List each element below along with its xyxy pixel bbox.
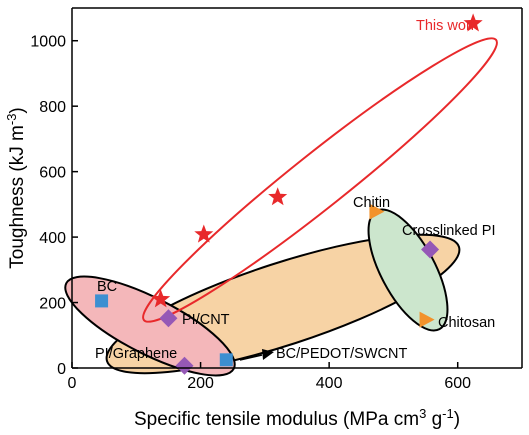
- y-tick-label: 400: [39, 230, 66, 247]
- y-tick-label: 0: [57, 361, 66, 378]
- data-point-this-work: [151, 289, 171, 308]
- data-point-this-work: [463, 13, 483, 32]
- y-tick-label: 1000: [30, 34, 66, 51]
- bc-pedot-arrow: [239, 349, 274, 361]
- data-point-bc-pedot-swcnt: [219, 353, 233, 367]
- data-point-crosslinked-pi: [421, 240, 440, 259]
- annotation-chitosan: Chitosan: [438, 315, 495, 331]
- x-axis-label: Specific tensile modulus (MPa cm3 g-1): [134, 406, 460, 431]
- data-point-pi-cnt: [159, 309, 178, 328]
- axes: [71, 7, 523, 369]
- annotation-chitin: Chitin: [353, 195, 390, 211]
- data-point-chitosan: [419, 311, 435, 328]
- x-tick-label: 600: [444, 375, 471, 392]
- axis-ticks: 0 200 400 600 0 200 400 600 800 1000: [30, 34, 471, 392]
- annotation-this-work: This work: [416, 18, 479, 34]
- data-point-pi-graphene: [175, 356, 194, 375]
- annotation-pi-cnt: PI/CNT: [182, 312, 230, 328]
- annotation-pi-graphene: PI/Graphene: [95, 346, 177, 362]
- data-markers: [95, 13, 483, 375]
- data-point-this-work: [194, 224, 214, 243]
- region-this-work: [142, 37, 498, 323]
- x-tick-label: 0: [68, 375, 77, 392]
- annotation-bc-pedot: BC/PEDOT/SWCNT: [276, 346, 407, 362]
- data-point-this-work: [268, 187, 288, 206]
- y-tick-label: 600: [39, 165, 66, 182]
- y-axis-label: Toughness (kJ m-3): [4, 107, 29, 269]
- x-tick-label: 400: [316, 375, 343, 392]
- y-tick-label: 800: [39, 99, 66, 116]
- x-tick-label: 200: [187, 375, 214, 392]
- annotation-crosslinked-pi: Crosslinked PI: [402, 223, 495, 239]
- region-ellipses: [64, 37, 498, 377]
- data-point-chitin: [369, 203, 385, 220]
- annotation-bc: BC: [97, 279, 117, 295]
- data-point-bc: [95, 294, 109, 308]
- y-tick-label: 200: [39, 296, 66, 313]
